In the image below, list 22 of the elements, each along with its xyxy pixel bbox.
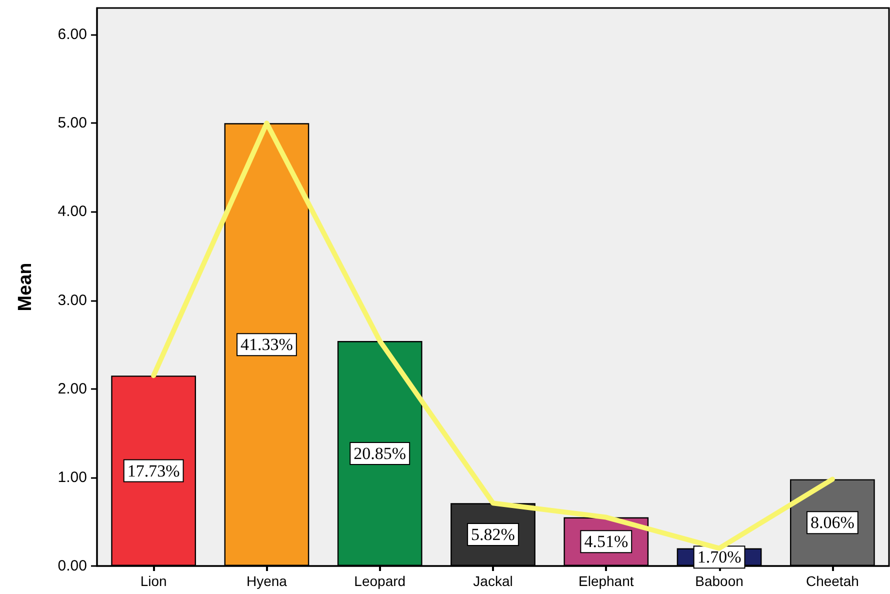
y-tick-label: 3.00 [58,292,87,309]
x-tick-label: Leopard [354,573,406,589]
y-tick-label: 0.00 [58,558,87,574]
x-tick-label: Hyena [246,573,288,589]
annotation: 41.33% [240,335,293,354]
y-tick-label: 1.00 [58,468,87,486]
y-tick-label: 6.00 [58,26,87,44]
y-tick-label: 2.00 [58,380,87,398]
annotation: 17.73% [127,461,180,480]
y-axis-title: Mean [15,262,36,312]
x-tick-label: Lion [140,573,167,589]
x-tick-label: Jackal [473,573,513,589]
annotation: 20.85% [354,444,406,464]
annotation: 5.82% [471,525,515,544]
annotation: 8.06% [810,513,854,532]
y-tick-label: 5.00 [58,114,87,132]
x-tick-label: Cheetah [806,573,859,589]
annotation: 4.51% [584,532,628,552]
annotation: 1.70% [697,548,742,567]
x-tick-label: Baboon [695,573,744,589]
x-tick-label: Elephant [578,573,634,589]
y-tick-label: 4.00 [58,203,87,220]
